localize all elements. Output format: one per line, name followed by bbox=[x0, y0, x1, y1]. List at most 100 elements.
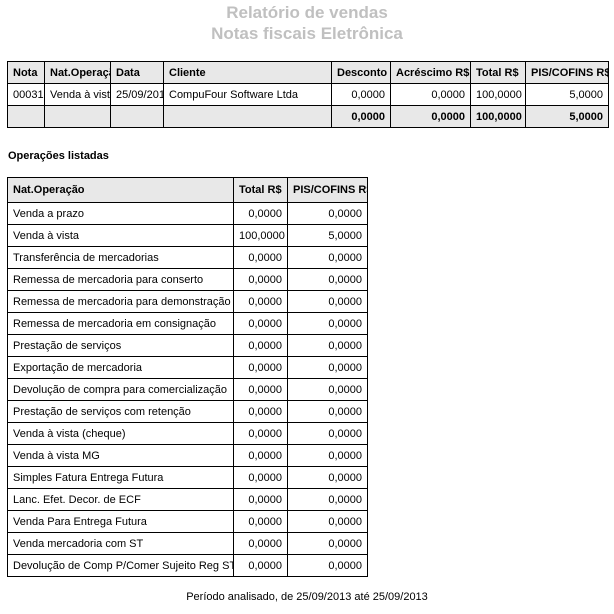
operation-name-cell: Venda a prazo bbox=[7, 202, 234, 225]
invoice-row: 000316 Venda à vista 25/09/2013 CompuFou… bbox=[7, 83, 609, 106]
operation-piscofins-cell: 0,0000 bbox=[287, 356, 368, 379]
operation-piscofins-cell: 0,0000 bbox=[287, 510, 368, 533]
invoice-table: Nota Nat.Operação Data Cliente Desconto … bbox=[7, 61, 609, 128]
operation-name-cell: Prestação de serviços com retenção bbox=[7, 400, 234, 423]
operation-row: Prestação de serviços com retenção 0,000… bbox=[7, 400, 368, 423]
operations-header-row: Nat.Operação Total R$ PIS/COFINS R$ bbox=[7, 177, 368, 203]
operation-total-cell: 0,0000 bbox=[233, 444, 288, 467]
operation-row: Prestação de serviços 0,0000 0,0000 bbox=[7, 334, 368, 357]
operation-total-cell: 0,0000 bbox=[233, 422, 288, 445]
operation-row: Simples Fatura Entrega Futura 0,0000 0,0… bbox=[7, 466, 368, 489]
invoice-totals-piscofins: 5,0000 bbox=[525, 105, 609, 128]
operation-name-cell: Exportação de mercadoria bbox=[7, 356, 234, 379]
operation-piscofins-cell: 0,0000 bbox=[287, 444, 368, 467]
operation-row: Remessa de mercadoria para conserto 0,00… bbox=[7, 268, 368, 291]
operation-name-cell: Lanc. Efet. Decor. de ECF bbox=[7, 488, 234, 511]
report-title-line1: Relatório de vendas bbox=[226, 3, 388, 22]
operation-name-cell: Prestação de serviços bbox=[7, 334, 234, 357]
operation-row: Exportação de mercadoria 0,0000 0,0000 bbox=[7, 356, 368, 379]
operations-header-piscofins: PIS/COFINS R$ bbox=[287, 177, 368, 203]
operation-piscofins-cell: 5,0000 bbox=[287, 224, 368, 247]
invoice-totals-total: 100,0000 bbox=[470, 105, 526, 128]
operation-name-cell: Remessa de mercadoria para demonstração bbox=[7, 290, 234, 313]
invoice-header-piscofins: PIS/COFINS R$ bbox=[525, 61, 609, 84]
operation-piscofins-cell: 0,0000 bbox=[287, 422, 368, 445]
operation-name-cell: Venda mercadoria com ST bbox=[7, 532, 234, 555]
invoice-cell-acrescimo: 0,0000 bbox=[390, 83, 471, 106]
operation-total-cell: 0,0000 bbox=[233, 554, 288, 577]
invoice-header-cliente: Cliente bbox=[163, 61, 332, 84]
operation-row: Remessa de mercadoria em consignação 0,0… bbox=[7, 312, 368, 335]
operation-total-cell: 0,0000 bbox=[233, 312, 288, 335]
operation-row: Venda à vista 100,0000 5,0000 bbox=[7, 224, 368, 247]
operation-total-cell: 0,0000 bbox=[233, 400, 288, 423]
operation-piscofins-cell: 0,0000 bbox=[287, 268, 368, 291]
operation-total-cell: 0,0000 bbox=[233, 290, 288, 313]
operation-piscofins-cell: 0,0000 bbox=[287, 312, 368, 335]
invoice-table-header-row: Nota Nat.Operação Data Cliente Desconto … bbox=[7, 61, 609, 84]
operation-piscofins-cell: 0,0000 bbox=[287, 202, 368, 225]
operation-piscofins-cell: 0,0000 bbox=[287, 246, 368, 269]
invoice-totals-nat-operacao bbox=[44, 105, 111, 128]
operation-total-cell: 0,0000 bbox=[233, 466, 288, 489]
operation-row: Devolução de Comp P/Comer Sujeito Reg ST… bbox=[7, 554, 368, 577]
operations-table: Nat.Operação Total R$ PIS/COFINS R$ Vend… bbox=[7, 177, 368, 577]
operation-total-cell: 0,0000 bbox=[233, 202, 288, 225]
operation-piscofins-cell: 0,0000 bbox=[287, 290, 368, 313]
invoice-cell-nota: 000316 bbox=[7, 83, 45, 106]
operation-name-cell: Remessa de mercadoria em consignação bbox=[7, 312, 234, 335]
operations-header-total: Total R$ bbox=[233, 177, 288, 203]
invoice-totals-desconto: 0,0000 bbox=[331, 105, 391, 128]
operation-name-cell: Venda Para Entrega Futura bbox=[7, 510, 234, 533]
invoice-header-nat-operacao: Nat.Operação bbox=[44, 61, 111, 84]
operation-name-cell: Transferência de mercadorias bbox=[7, 246, 234, 269]
invoice-totals-acrescimo: 0,0000 bbox=[390, 105, 471, 128]
operation-name-cell: Venda à vista (cheque) bbox=[7, 422, 234, 445]
operation-total-cell: 100,0000 bbox=[233, 224, 288, 247]
operation-row: Devolução de compra para comercialização… bbox=[7, 378, 368, 401]
operation-name-cell: Devolução de Comp P/Comer Sujeito Reg ST bbox=[7, 554, 234, 577]
operation-piscofins-cell: 0,0000 bbox=[287, 488, 368, 511]
operation-row: Venda a prazo 0,0000 0,0000 bbox=[7, 202, 368, 225]
operation-piscofins-cell: 0,0000 bbox=[287, 400, 368, 423]
invoice-cell-total: 100,0000 bbox=[470, 83, 526, 106]
operation-total-cell: 0,0000 bbox=[233, 246, 288, 269]
operation-name-cell: Simples Fatura Entrega Futura bbox=[7, 466, 234, 489]
operations-section-label: Operações listadas bbox=[8, 150, 109, 162]
operation-row: Transferência de mercadorias 0,0000 0,00… bbox=[7, 246, 368, 269]
operation-row: Venda mercadoria com ST 0,0000 0,0000 bbox=[7, 532, 368, 555]
invoice-totals-nota bbox=[7, 105, 45, 128]
invoice-totals-cliente bbox=[163, 105, 332, 128]
operation-piscofins-cell: 0,0000 bbox=[287, 466, 368, 489]
operation-name-cell: Devolução de compra para comercialização bbox=[7, 378, 234, 401]
invoice-cell-nat-operacao: Venda à vista bbox=[44, 83, 111, 106]
invoice-cell-cliente: CompuFour Software Ltda bbox=[163, 83, 332, 106]
operation-total-cell: 0,0000 bbox=[233, 510, 288, 533]
operation-total-cell: 0,0000 bbox=[233, 532, 288, 555]
operation-row: Venda Para Entrega Futura 0,0000 0,0000 bbox=[7, 510, 368, 533]
operation-row: Lanc. Efet. Decor. de ECF 0,0000 0,0000 bbox=[7, 488, 368, 511]
operation-piscofins-cell: 0,0000 bbox=[287, 554, 368, 577]
operation-piscofins-cell: 0,0000 bbox=[287, 532, 368, 555]
operation-name-cell: Remessa de mercadoria para conserto bbox=[7, 268, 234, 291]
operation-name-cell: Venda à vista MG bbox=[7, 444, 234, 467]
operation-total-cell: 0,0000 bbox=[233, 334, 288, 357]
invoice-header-total: Total R$ bbox=[470, 61, 526, 84]
invoice-cell-desconto: 0,0000 bbox=[331, 83, 391, 106]
report-title: Relatório de vendas Notas fiscais Eletrô… bbox=[0, 0, 614, 44]
invoice-cell-data: 25/09/2013 bbox=[110, 83, 164, 106]
invoice-header-acrescimo: Acréscimo R$ bbox=[390, 61, 471, 84]
operations-header-nat-operacao: Nat.Operação bbox=[7, 177, 234, 203]
operation-piscofins-cell: 0,0000 bbox=[287, 378, 368, 401]
invoice-header-data: Data bbox=[110, 61, 164, 84]
period-note: Período analisado, de 25/09/2013 até 25/… bbox=[186, 591, 428, 603]
invoice-cell-piscofins: 5,0000 bbox=[525, 83, 609, 106]
operation-total-cell: 0,0000 bbox=[233, 268, 288, 291]
invoice-header-desconto: Desconto R$ bbox=[331, 61, 391, 84]
report-title-line2: Notas fiscais Eletrônica bbox=[211, 24, 403, 43]
operation-total-cell: 0,0000 bbox=[233, 378, 288, 401]
invoice-header-nota: Nota bbox=[7, 61, 45, 84]
invoice-totals-data bbox=[110, 105, 164, 128]
operation-row: Venda à vista MG 0,0000 0,0000 bbox=[7, 444, 368, 467]
